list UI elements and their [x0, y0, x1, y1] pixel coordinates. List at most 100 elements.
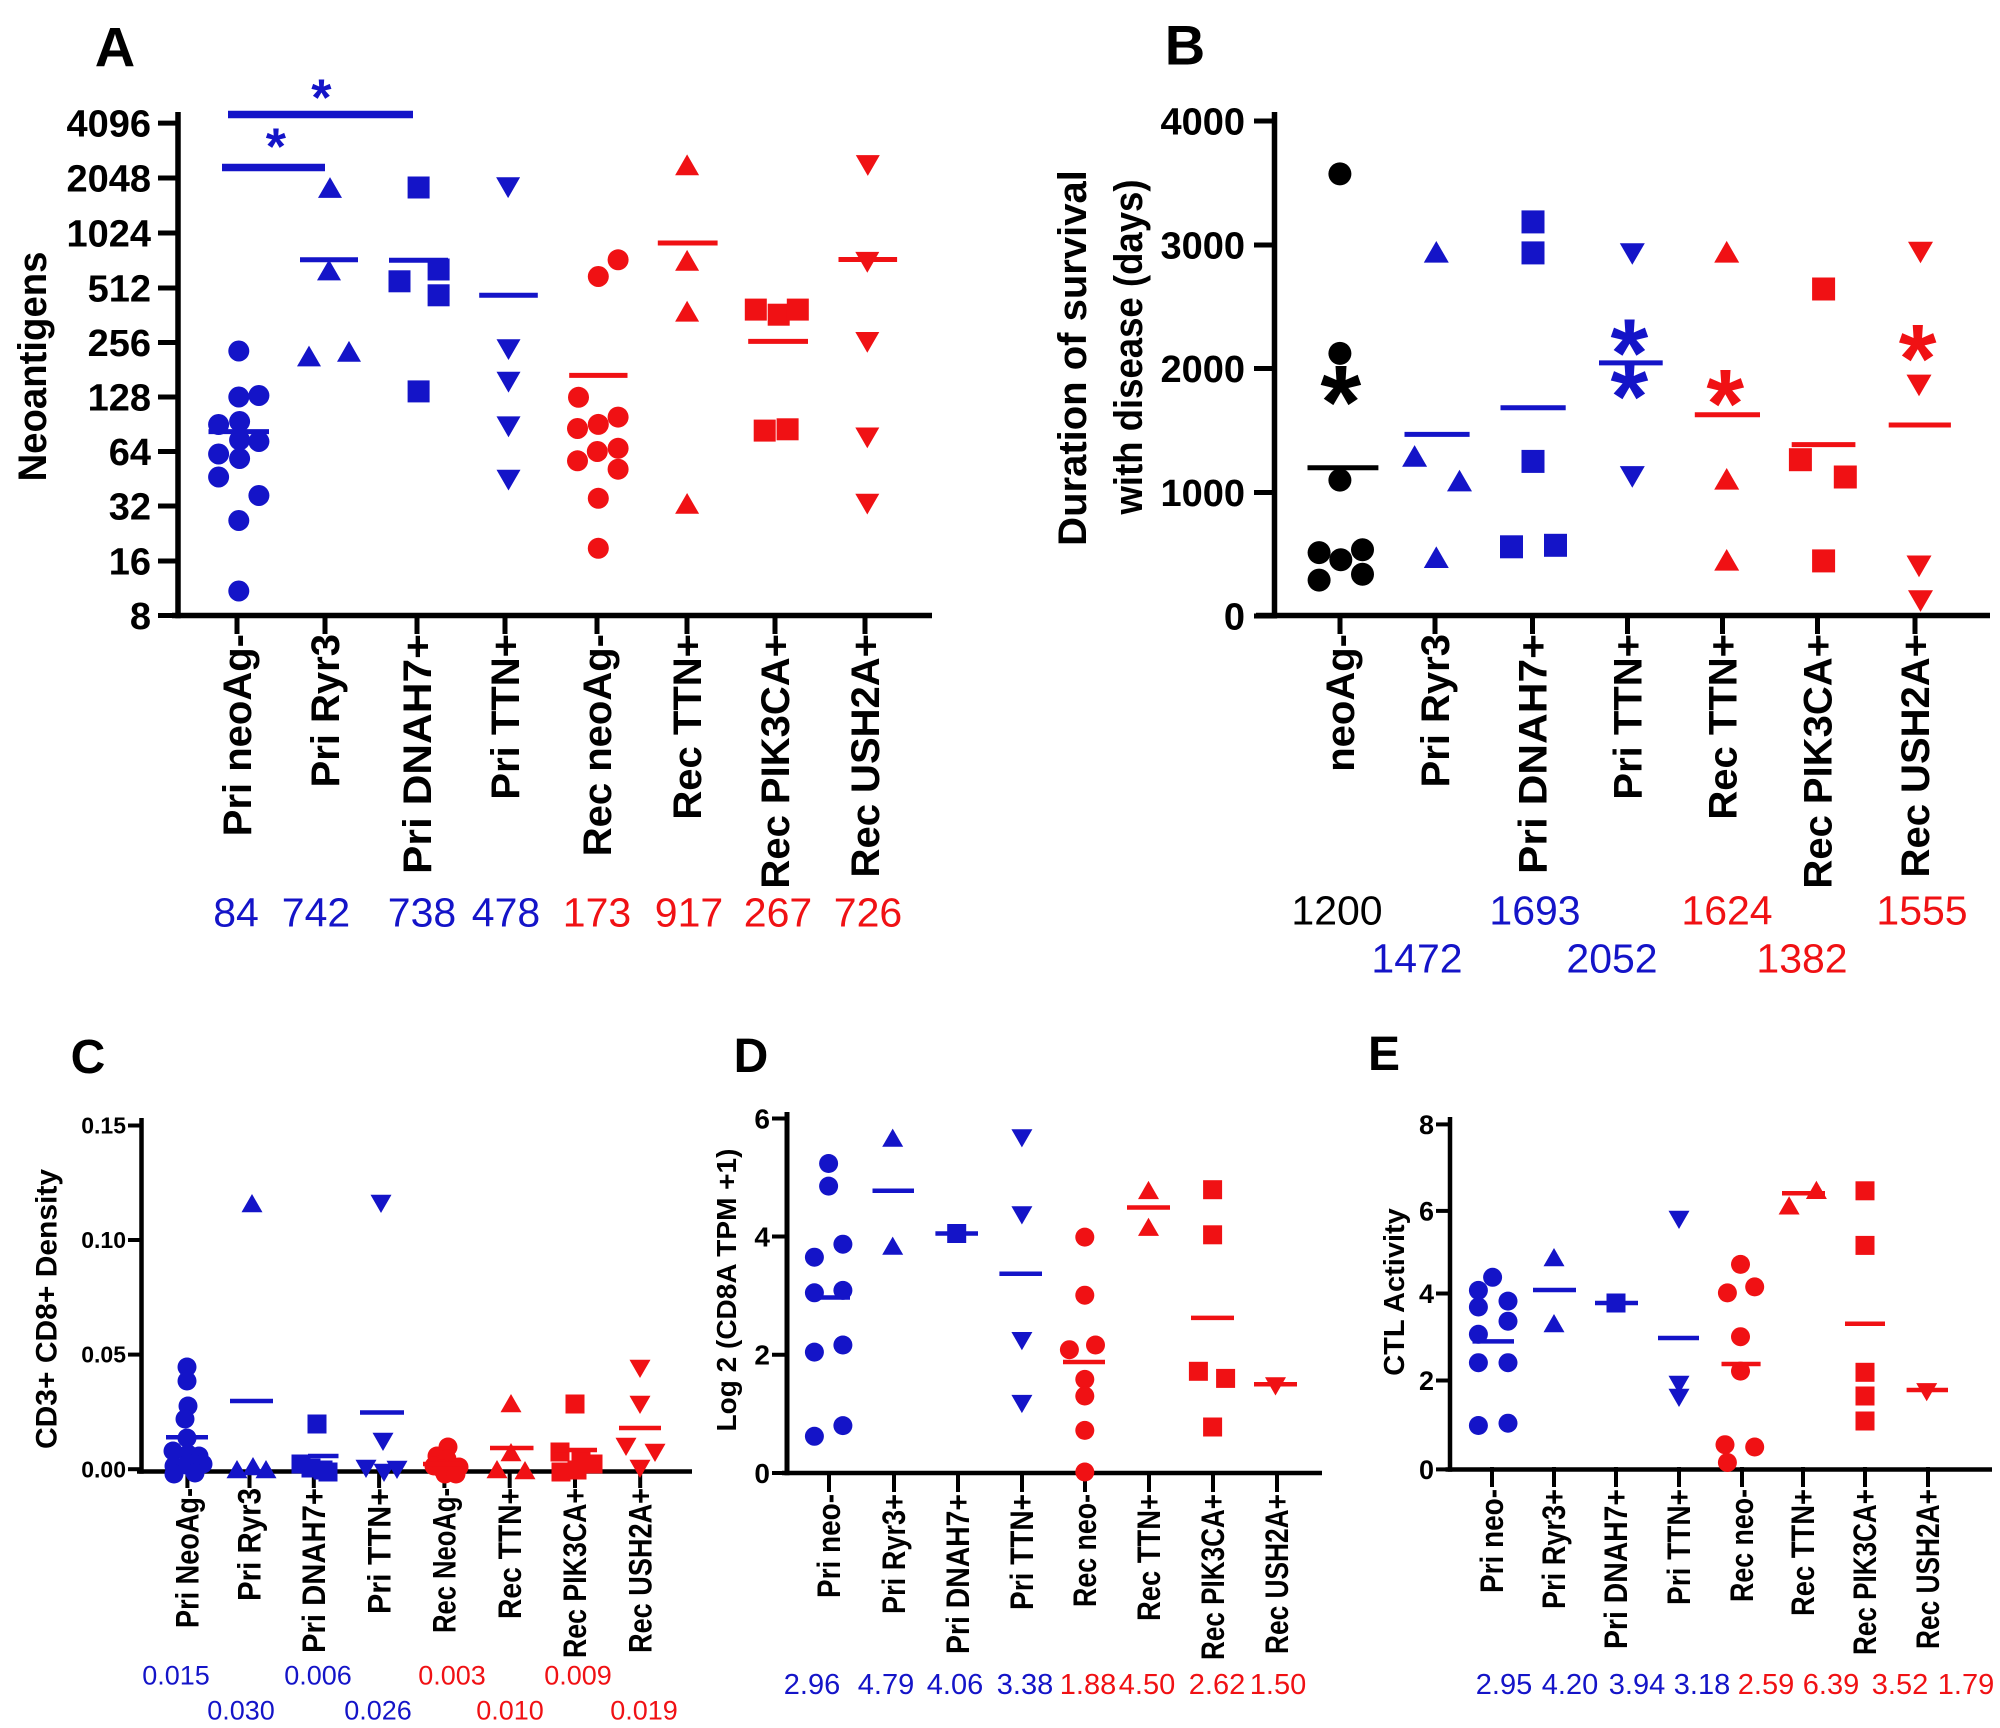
svg-text:Rec neo-: Rec neo- [1724, 1489, 1760, 1602]
svg-text:*: * [311, 70, 332, 128]
svg-text:Log 2 (CD8A TPM +1): Log 2 (CD8A TPM +1) [711, 1149, 742, 1432]
svg-text:0.030: 0.030 [207, 1695, 275, 1725]
svg-text:Rec TTN+: Rec TTN+ [1702, 634, 1746, 820]
svg-text:6: 6 [1419, 1196, 1434, 1226]
svg-text:726: 726 [834, 889, 902, 935]
svg-text:Rec USH2A+: Rec USH2A+ [1894, 634, 1938, 877]
svg-text:Pri Ryr3: Pri Ryr3 [1414, 634, 1458, 787]
svg-text:Pri neo-: Pri neo- [811, 1494, 847, 1598]
svg-text:2: 2 [754, 1340, 770, 1371]
svg-text:1200: 1200 [1291, 887, 1382, 933]
svg-text:16: 16 [109, 541, 151, 583]
svg-text:*: * [1899, 304, 1937, 413]
svg-text:Pri DNAH7+: Pri DNAH7+ [296, 1488, 332, 1653]
svg-text:4.50: 4.50 [1119, 1669, 1175, 1701]
svg-text:2: 2 [1419, 1366, 1434, 1396]
svg-text:Pri neo-: Pri neo- [1474, 1489, 1510, 1593]
svg-text:Pri neoAg-: Pri neoAg- [216, 634, 260, 836]
svg-text:0.05: 0.05 [81, 1342, 126, 1368]
svg-text:2.59: 2.59 [1738, 1669, 1794, 1701]
svg-text:Pri Ryr3+: Pri Ryr3+ [876, 1494, 912, 1614]
svg-text:0.009: 0.009 [544, 1660, 612, 1690]
svg-text:3.18: 3.18 [1674, 1669, 1730, 1701]
svg-text:E: E [1368, 1028, 1400, 1081]
svg-text:C: C [71, 1031, 106, 1084]
svg-text:Rec USH2A+: Rec USH2A+ [1910, 1489, 1946, 1649]
svg-text:0: 0 [754, 1458, 770, 1489]
svg-text:Pri TTN+: Pri TTN+ [1607, 634, 1651, 800]
svg-text:0.019: 0.019 [610, 1695, 678, 1725]
svg-text:64: 64 [109, 432, 151, 474]
svg-text:478: 478 [472, 889, 540, 935]
svg-text:1472: 1472 [1371, 935, 1462, 981]
svg-text:512: 512 [88, 268, 151, 310]
svg-text:1555: 1555 [1876, 887, 1967, 933]
svg-text:0.006: 0.006 [284, 1660, 352, 1690]
svg-text:8: 8 [1419, 1110, 1434, 1140]
svg-text:Rec TTN+: Rec TTN+ [492, 1488, 528, 1619]
svg-text:CTL Activity: CTL Activity [1379, 1208, 1411, 1376]
svg-text:Rec neoAg-: Rec neoAg- [576, 634, 620, 856]
svg-text:B: B [1165, 14, 1205, 77]
svg-text:2.95: 2.95 [1476, 1669, 1532, 1701]
svg-text:Duration of survival: Duration of survival [1051, 170, 1095, 546]
svg-text:1.50: 1.50 [1250, 1669, 1306, 1701]
svg-text:1.88: 1.88 [1060, 1669, 1116, 1701]
svg-text:Pri TTN+: Pri TTN+ [1004, 1494, 1040, 1610]
svg-text:0.003: 0.003 [418, 1660, 486, 1690]
svg-text:3000: 3000 [1160, 225, 1245, 267]
svg-text:1382: 1382 [1756, 935, 1847, 981]
svg-text:Rec PIK3CA+: Rec PIK3CA+ [754, 634, 798, 889]
svg-text:Pri DNAH7+: Pri DNAH7+ [1512, 634, 1556, 874]
svg-text:2.96: 2.96 [784, 1669, 840, 1701]
svg-text:*: * [1611, 298, 1649, 407]
svg-text:2048: 2048 [66, 158, 151, 200]
svg-text:D: D [734, 1030, 769, 1083]
svg-text:Rec neo-: Rec neo- [1067, 1494, 1103, 1607]
svg-text:6.39: 6.39 [1803, 1669, 1859, 1701]
svg-text:Pri DNAH7+: Pri DNAH7+ [940, 1494, 976, 1654]
svg-text:2052: 2052 [1566, 935, 1657, 981]
svg-text:Rec PIK3CA+: Rec PIK3CA+ [557, 1488, 593, 1658]
svg-text:0: 0 [1224, 596, 1245, 638]
svg-text:with disease (days): with disease (days) [1107, 179, 1151, 515]
svg-text:Pri DNAH7+: Pri DNAH7+ [1598, 1489, 1634, 1649]
svg-text:0.015: 0.015 [142, 1660, 210, 1690]
svg-text:0.010: 0.010 [476, 1695, 544, 1725]
svg-text:4: 4 [1419, 1279, 1434, 1309]
svg-text:267: 267 [744, 889, 812, 935]
svg-text:*: * [1320, 344, 1361, 461]
svg-text:742: 742 [282, 889, 350, 935]
svg-text:Rec NeoAg-: Rec NeoAg- [427, 1488, 463, 1633]
svg-text:84: 84 [213, 889, 259, 935]
svg-text:3.52: 3.52 [1872, 1669, 1928, 1701]
svg-text:CD3+ CD8+ Density: CD3+ CD8+ Density [31, 1169, 64, 1449]
svg-text:917: 917 [655, 889, 723, 935]
svg-text:Rec USH2A+: Rec USH2A+ [1259, 1494, 1295, 1654]
svg-text:1000: 1000 [1160, 473, 1245, 515]
svg-text:Pri TTN+: Pri TTN+ [361, 1488, 397, 1614]
svg-text:4.06: 4.06 [927, 1669, 983, 1701]
svg-text:2000: 2000 [1160, 349, 1245, 391]
svg-text:*: * [1611, 342, 1649, 451]
svg-text:0.15: 0.15 [81, 1113, 126, 1139]
svg-text:6: 6 [754, 1103, 770, 1134]
svg-text:1024: 1024 [66, 213, 151, 255]
svg-text:Pri Ryr3+: Pri Ryr3+ [1536, 1489, 1572, 1609]
svg-text:0.10: 0.10 [81, 1227, 126, 1253]
svg-text:4: 4 [754, 1221, 770, 1252]
svg-text:0: 0 [1419, 1455, 1434, 1485]
svg-text:0.00: 0.00 [81, 1456, 126, 1482]
svg-text:1.79: 1.79 [1938, 1669, 1994, 1701]
svg-text:Rec TTN+: Rec TTN+ [666, 634, 710, 820]
svg-text:Rec PIK3CA+: Rec PIK3CA+ [1195, 1494, 1231, 1660]
svg-text:neoAg-: neoAg- [1319, 634, 1363, 772]
svg-text:128: 128 [88, 377, 151, 419]
svg-text:3.38: 3.38 [997, 1669, 1053, 1701]
svg-text:Rec TTN+: Rec TTN+ [1131, 1494, 1167, 1621]
svg-text:A: A [95, 16, 135, 79]
svg-text:Pri DNAH7+: Pri DNAH7+ [396, 634, 440, 874]
svg-text:4.20: 4.20 [1542, 1669, 1598, 1701]
svg-text:Pri NeoAg-: Pri NeoAg- [170, 1488, 206, 1628]
svg-text:Pri Ryr3: Pri Ryr3 [232, 1488, 268, 1601]
